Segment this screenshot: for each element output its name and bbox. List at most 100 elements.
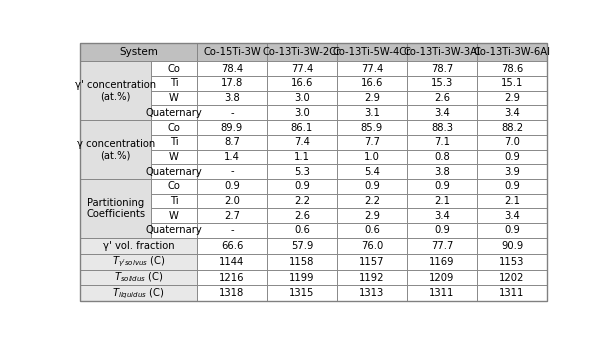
Bar [197,135,267,150]
Bar [197,179,267,194]
Bar [407,223,477,238]
Text: W: W [169,93,179,103]
Bar [337,285,407,301]
Text: γ' concentration
(at.%): γ' concentration (at.%) [75,80,156,102]
Bar [80,179,151,238]
Bar [80,254,197,269]
Text: 2.1: 2.1 [504,196,520,206]
Text: 2.9: 2.9 [364,93,380,103]
Text: Ti: Ti [170,196,179,206]
Text: 0.9: 0.9 [504,152,520,162]
Text: Quaternary: Quaternary [146,167,203,177]
Text: Co-15Ti-3W: Co-15Ti-3W [203,47,261,57]
Bar [477,269,547,285]
Text: 77.4: 77.4 [291,64,313,74]
Text: 2.9: 2.9 [504,93,520,103]
Bar [407,238,477,254]
Bar [267,43,337,61]
Text: 1157: 1157 [359,256,385,267]
Text: 3.4: 3.4 [434,108,450,118]
Text: 2.0: 2.0 [224,196,240,206]
Text: 2.7: 2.7 [224,211,240,221]
Bar [407,76,477,91]
Text: 7.1: 7.1 [434,137,450,147]
Bar [151,223,197,238]
Text: 85.9: 85.9 [361,122,383,133]
Text: 0.9: 0.9 [434,225,450,235]
Text: 1144: 1144 [219,256,245,267]
Text: 1318: 1318 [219,288,245,298]
Bar [477,179,547,194]
Bar [197,269,267,285]
Bar [197,43,267,61]
Text: 0.6: 0.6 [364,225,380,235]
Bar [197,254,267,269]
Text: 7.4: 7.4 [294,137,310,147]
Text: 1311: 1311 [499,288,524,298]
Text: 7.0: 7.0 [504,137,520,147]
Bar [151,208,197,223]
Bar [197,164,267,179]
Text: 1209: 1209 [429,272,455,282]
Text: $T_{solidus}$ (C): $T_{solidus}$ (C) [114,271,163,284]
Text: Co: Co [168,64,181,74]
Bar [151,61,197,76]
Bar [197,105,267,120]
Text: 2.2: 2.2 [364,196,380,206]
Bar [267,61,337,76]
Bar [267,164,337,179]
Text: 3.9: 3.9 [504,167,520,177]
Bar [407,120,477,135]
Bar [407,105,477,120]
Bar [407,269,477,285]
Text: 7.7: 7.7 [364,137,380,147]
Text: 1311: 1311 [429,288,455,298]
Bar [477,135,547,150]
Text: 16.6: 16.6 [361,78,383,88]
Text: 5.4: 5.4 [364,167,380,177]
Text: W: W [169,152,179,162]
Bar [267,91,337,105]
Bar [80,61,151,120]
Text: 1153: 1153 [499,256,524,267]
Text: 78.7: 78.7 [431,64,453,74]
Bar [197,223,267,238]
Text: 0.9: 0.9 [504,181,520,191]
Bar [337,76,407,91]
Text: 1313: 1313 [359,288,384,298]
Text: 1216: 1216 [219,272,245,282]
Bar [267,223,337,238]
Text: 0.9: 0.9 [504,225,520,235]
Text: 57.9: 57.9 [291,241,313,251]
Text: Co-13Ti-3W-2Cr: Co-13Ti-3W-2Cr [263,47,341,57]
Bar [477,61,547,76]
Bar [197,120,267,135]
Text: 2.1: 2.1 [434,196,450,206]
Text: 16.6: 16.6 [291,78,313,88]
Bar [477,238,547,254]
Bar [80,269,197,285]
Bar [151,105,197,120]
Bar [267,179,337,194]
Text: Co-13Ti-5W-4Cr: Co-13Ti-5W-4Cr [333,47,411,57]
Bar [151,120,197,135]
Bar [80,285,197,301]
Bar [477,223,547,238]
Text: 78.6: 78.6 [501,64,523,74]
Bar [197,238,267,254]
Text: 5.3: 5.3 [294,167,310,177]
Bar [197,194,267,208]
Text: 89.9: 89.9 [221,122,243,133]
Text: 15.3: 15.3 [431,78,453,88]
Bar [197,91,267,105]
Text: Co-13Ti-3W-3Al: Co-13Ti-3W-3Al [403,47,480,57]
Text: 77.7: 77.7 [431,241,453,251]
Bar [477,285,547,301]
Bar [407,285,477,301]
Text: 2.6: 2.6 [434,93,450,103]
Text: 3.8: 3.8 [224,93,240,103]
Bar [407,194,477,208]
Bar [267,238,337,254]
Bar [407,164,477,179]
Bar [337,61,407,76]
